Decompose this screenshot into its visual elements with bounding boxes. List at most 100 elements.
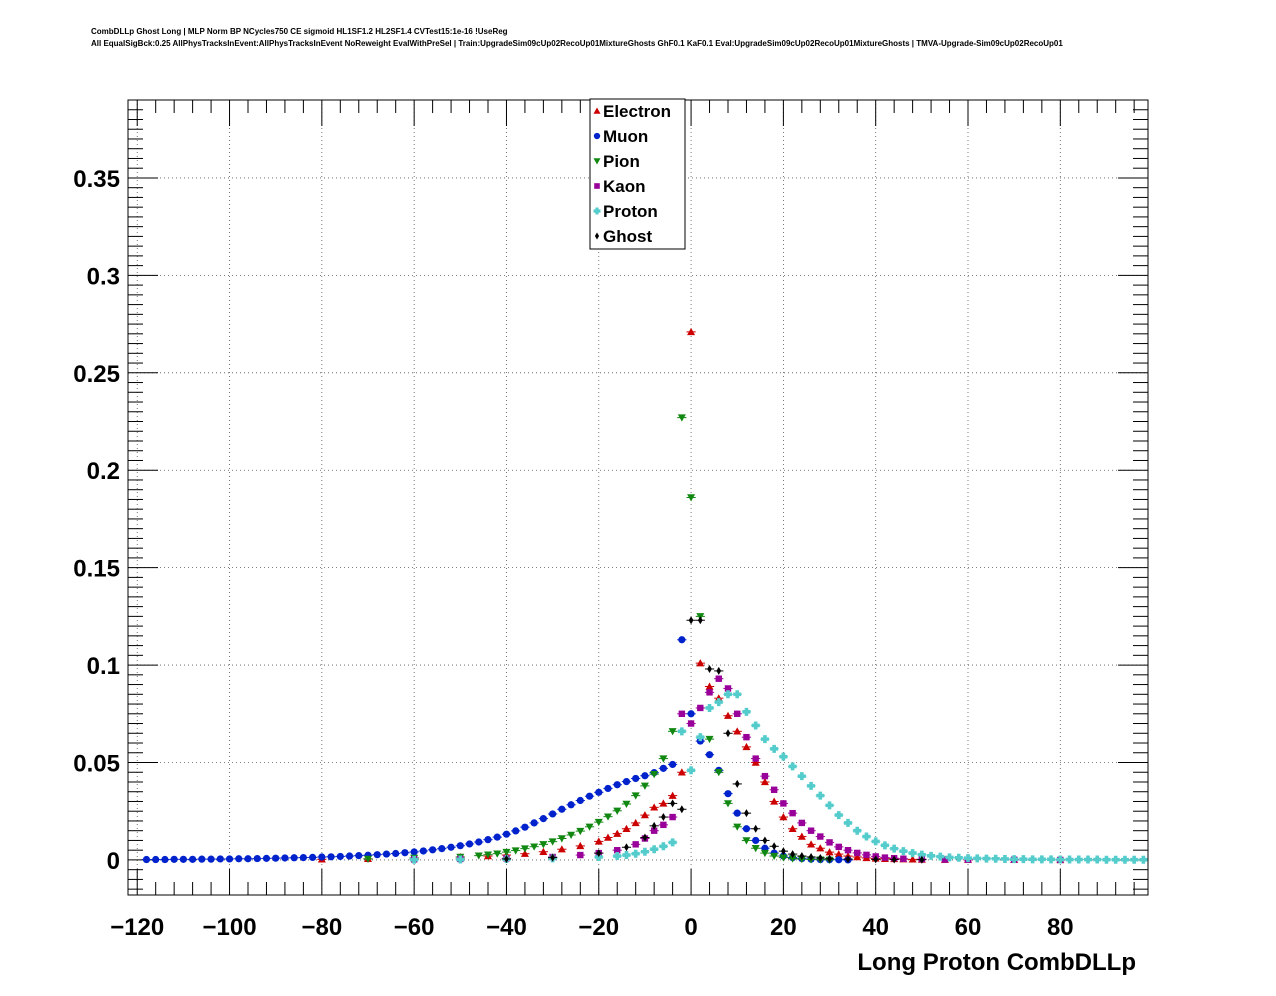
data-point-proton [622,851,631,860]
data-point-electron [594,837,603,845]
data-point-kaon [807,827,815,834]
data-point-ghost [624,843,629,852]
data-point-muon [641,772,649,780]
data-point-muon [530,819,538,827]
data-point-muon [438,845,446,853]
data-point-muon [447,843,455,851]
data-point-ghost [762,836,768,845]
data-point-pion [677,414,686,422]
data-point-ghost [734,779,740,788]
data-point-muon [345,852,354,860]
data-point-electron [539,847,548,855]
data-point-proton [788,762,797,771]
legend-label-kaon: Kaon [603,177,646,196]
data-point-muon [678,636,686,644]
data-point-electron [779,813,788,821]
data-point-electron [659,799,668,807]
data-point-proton [779,752,788,761]
data-point-proton [1130,855,1139,864]
x-tick-label: 40 [862,914,889,941]
data-point-proton [807,781,816,790]
data-point-muon [558,805,566,813]
data-point-muon [549,810,557,818]
legend-label-muon: Muon [603,127,648,146]
data-point-muon [419,847,427,855]
data-point-proton [964,854,972,863]
data-point-proton [742,707,751,716]
data-point-kaon [687,720,695,727]
data-point-muon [539,815,547,823]
labels-layer: −120 −100 −80 −60 −40 −20 0 20 40 60 80 0 0.05 0.1 0.1… [73,166,1073,941]
x-tick-label: −120 [110,914,164,941]
data-point-kaon [789,809,796,817]
data-point-electron [834,850,843,858]
data-point-pion [631,792,640,800]
data-point-proton [687,766,696,775]
data-point-pion [484,851,492,859]
data-point-muon [576,796,584,805]
data-point-electron [604,833,612,841]
series-muon [141,636,853,864]
x-tick-label: 0 [684,914,697,941]
data-point-muon [705,751,714,759]
x-axis-title: Long Proton CombDLLp [857,949,1136,976]
data-point-pion [760,849,769,858]
data-point-muon [281,854,289,862]
data-point-ghost [808,853,814,862]
data-point-kaon [650,827,658,834]
legend-marker-ghost [594,232,600,240]
data-point-proton [613,852,622,861]
data-point-proton [1000,854,1009,863]
data-point-kaon [752,755,759,762]
data-point-muon [336,852,344,861]
data-point-ghost [891,855,897,864]
data-point-muon [687,710,695,718]
data-point-electron [724,711,732,719]
data-point-muon [595,788,603,796]
data-point-electron [770,797,779,805]
data-point-ghost [725,729,731,738]
data-point-electron [807,840,816,848]
data-point-pion [640,782,649,790]
data-point-proton [1102,855,1111,864]
y-tick-label: 0.1 [87,653,120,680]
data-point-muon [512,827,520,835]
data-point-proton [1019,855,1028,864]
data-point-muon [299,853,307,862]
data-point-proton [982,854,991,863]
legend-label-ghost: Ghost [603,227,652,246]
data-point-electron [825,848,834,856]
data-point-muon [493,833,501,841]
data-point-ghost [780,847,786,856]
data-point-muon [152,855,160,864]
legend-marker-proton [593,207,601,215]
data-point-pion [364,855,372,863]
data-point-pion [650,770,659,779]
x-tick-label: −100 [203,914,257,941]
data-point-pion [724,800,732,808]
data-point-kaon [761,772,769,780]
x-tick-label: −20 [578,914,619,941]
data-point-proton [1047,855,1056,864]
data-point-pion [520,845,529,853]
x-tick-label: −40 [486,914,527,941]
data-point-muon [521,823,529,831]
data-point-electron [760,777,769,786]
data-point-muon [724,790,732,798]
data-point-muon [235,855,243,863]
data-point-ghost [919,855,925,864]
data-point-pion [576,827,585,836]
data-point-muon [262,854,271,862]
data-point-proton [890,844,899,853]
data-point-muon [225,855,234,863]
data-point-proton [1084,855,1092,864]
data-point-proton [991,854,1000,863]
data-point-ghost [771,842,777,851]
data-point-kaon [614,846,621,854]
data-point-kaon [577,851,584,859]
data-point-kaon [660,821,667,829]
data-point-kaon [706,689,713,696]
data-point-muon [742,825,751,833]
data-point-ghost [827,854,832,863]
data-point-muon [613,781,621,789]
